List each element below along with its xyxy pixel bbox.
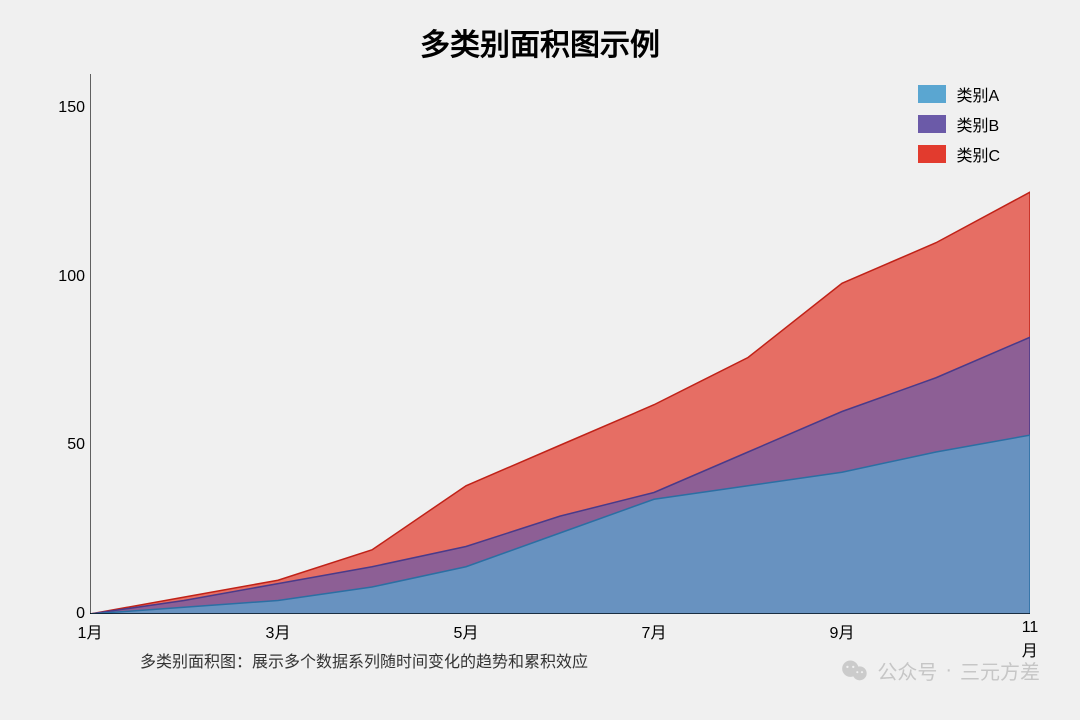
x-tick-label: 1月	[78, 619, 103, 643]
legend-swatch	[918, 145, 946, 163]
legend-item: 类别B	[918, 112, 1000, 136]
chart-title: 多类别面积图示例	[30, 20, 1050, 64]
chart-container: 多类别面积图示例 050100150 1月3月5月7月9月11月 类别A类别B类…	[30, 20, 1050, 680]
x-axis-labels: 1月3月5月7月9月11月	[90, 619, 1030, 644]
y-tick-label: 150	[40, 99, 85, 117]
legend-label: 类别C	[956, 142, 1000, 166]
y-axis-labels: 050100150	[40, 74, 85, 614]
legend-label: 类别A	[956, 82, 999, 106]
y-tick-label: 50	[40, 436, 85, 454]
plot-area: 050100150 1月3月5月7月9月11月	[90, 74, 1030, 614]
x-tick-label: 11月	[1022, 619, 1039, 661]
x-tick-label: 9月	[830, 619, 855, 643]
legend-swatch	[918, 85, 946, 103]
plot-svg	[90, 74, 1030, 614]
legend-item: 类别C	[918, 142, 1000, 166]
legend: 类别A 类别B 类别C	[918, 82, 1000, 172]
x-tick-label: 3月	[266, 619, 291, 643]
legend-label: 类别B	[956, 112, 999, 136]
x-tick-label: 7月	[642, 619, 667, 643]
legend-item: 类别A	[918, 82, 1000, 106]
y-tick-label: 100	[40, 268, 85, 286]
chart-subtitle: 多类别面积图：展示多个数据系列随时间变化的趋势和累积效应	[140, 648, 588, 672]
x-tick-label: 5月	[454, 619, 479, 643]
legend-swatch	[918, 115, 946, 133]
